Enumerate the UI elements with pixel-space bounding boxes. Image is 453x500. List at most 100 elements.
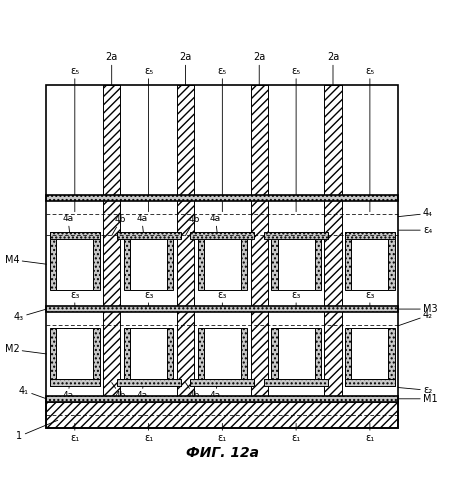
Bar xyxy=(345,232,395,238)
Bar xyxy=(167,328,173,386)
Text: 4a: 4a xyxy=(136,360,147,400)
Bar xyxy=(47,312,398,396)
Bar xyxy=(130,238,167,290)
Bar xyxy=(47,86,398,428)
Bar xyxy=(345,328,352,386)
Text: 4b: 4b xyxy=(185,216,200,236)
Text: ε₃: ε₃ xyxy=(217,290,227,310)
Text: 4a: 4a xyxy=(210,214,221,258)
Text: 4b: 4b xyxy=(112,216,126,236)
Bar xyxy=(117,232,180,238)
Bar xyxy=(93,232,100,290)
Bar xyxy=(103,86,120,402)
Text: 4a: 4a xyxy=(63,360,73,400)
Bar xyxy=(264,380,328,386)
Bar xyxy=(198,232,247,238)
Text: ε₅: ε₅ xyxy=(144,66,153,212)
Bar xyxy=(345,232,352,290)
Bar xyxy=(93,328,100,386)
Text: 4a: 4a xyxy=(210,360,221,400)
Text: ε₃: ε₃ xyxy=(144,290,153,310)
Text: 2a: 2a xyxy=(327,52,339,86)
Bar xyxy=(271,232,321,238)
Bar xyxy=(204,238,241,290)
Bar xyxy=(57,238,93,290)
Text: 4₄: 4₄ xyxy=(398,208,433,218)
Bar xyxy=(47,306,398,312)
Bar xyxy=(271,380,321,386)
Text: 2a: 2a xyxy=(253,52,265,86)
Text: ε₅: ε₅ xyxy=(70,66,79,212)
Bar xyxy=(271,328,278,386)
Bar xyxy=(190,232,254,238)
Bar xyxy=(314,328,321,386)
Bar xyxy=(50,232,57,290)
Bar xyxy=(352,328,388,380)
Text: 4₂: 4₂ xyxy=(398,310,433,326)
Bar xyxy=(241,328,247,386)
Bar xyxy=(241,232,247,290)
Bar xyxy=(264,232,328,238)
Bar xyxy=(177,86,194,402)
Text: 4b: 4b xyxy=(185,382,200,400)
Bar xyxy=(271,232,278,290)
Text: ε₁: ε₁ xyxy=(218,424,227,443)
Text: ε₁: ε₁ xyxy=(70,424,79,443)
Text: 4₃: 4₃ xyxy=(14,309,47,322)
Text: M1: M1 xyxy=(398,394,438,404)
Bar xyxy=(251,86,268,402)
Text: 4a: 4a xyxy=(136,214,147,258)
Bar xyxy=(47,194,398,201)
Bar xyxy=(352,238,388,290)
Bar xyxy=(198,380,247,386)
Bar xyxy=(130,328,167,380)
Text: ε₃: ε₃ xyxy=(70,290,79,310)
Bar xyxy=(198,328,204,386)
Text: ε₃: ε₃ xyxy=(365,290,375,310)
Bar xyxy=(47,86,398,428)
Bar xyxy=(50,328,57,386)
Text: M3: M3 xyxy=(398,304,438,314)
Bar xyxy=(47,194,398,222)
Bar xyxy=(345,380,395,386)
Text: ФИГ. 12a: ФИГ. 12a xyxy=(186,446,259,460)
Bar xyxy=(278,238,314,290)
Text: ε₃: ε₃ xyxy=(291,290,301,310)
Text: ε₅: ε₅ xyxy=(365,66,375,212)
Bar xyxy=(167,232,173,290)
Bar xyxy=(314,232,321,290)
Bar xyxy=(57,328,93,380)
Bar xyxy=(324,86,342,402)
Text: ε₁: ε₁ xyxy=(144,424,153,443)
Text: 4a: 4a xyxy=(63,214,73,258)
Bar xyxy=(47,402,398,428)
Bar xyxy=(50,380,100,386)
Text: 2a: 2a xyxy=(179,52,192,86)
Text: ε₅: ε₅ xyxy=(292,66,301,212)
Bar xyxy=(47,222,398,306)
Bar xyxy=(47,396,398,402)
Text: ε₅: ε₅ xyxy=(218,66,227,212)
Bar xyxy=(204,328,241,380)
Text: M4: M4 xyxy=(5,254,47,264)
Text: 1: 1 xyxy=(16,420,58,441)
Text: ε₁: ε₁ xyxy=(365,424,375,443)
Bar xyxy=(278,328,314,380)
Text: 2a: 2a xyxy=(106,52,118,86)
Bar xyxy=(124,232,173,238)
Bar xyxy=(124,380,173,386)
Bar xyxy=(50,232,100,238)
Bar xyxy=(190,380,254,386)
Text: ε₄: ε₄ xyxy=(398,225,432,235)
Bar xyxy=(124,328,130,386)
Bar xyxy=(388,232,395,290)
Bar xyxy=(198,232,204,290)
Text: M2: M2 xyxy=(5,344,47,354)
Text: ε₂: ε₂ xyxy=(398,385,432,395)
Bar xyxy=(117,380,180,386)
Bar xyxy=(124,232,130,290)
Text: ε₁: ε₁ xyxy=(291,424,301,443)
Text: 4₁: 4₁ xyxy=(19,386,47,399)
Bar xyxy=(388,328,395,386)
Text: 4b: 4b xyxy=(112,382,126,400)
